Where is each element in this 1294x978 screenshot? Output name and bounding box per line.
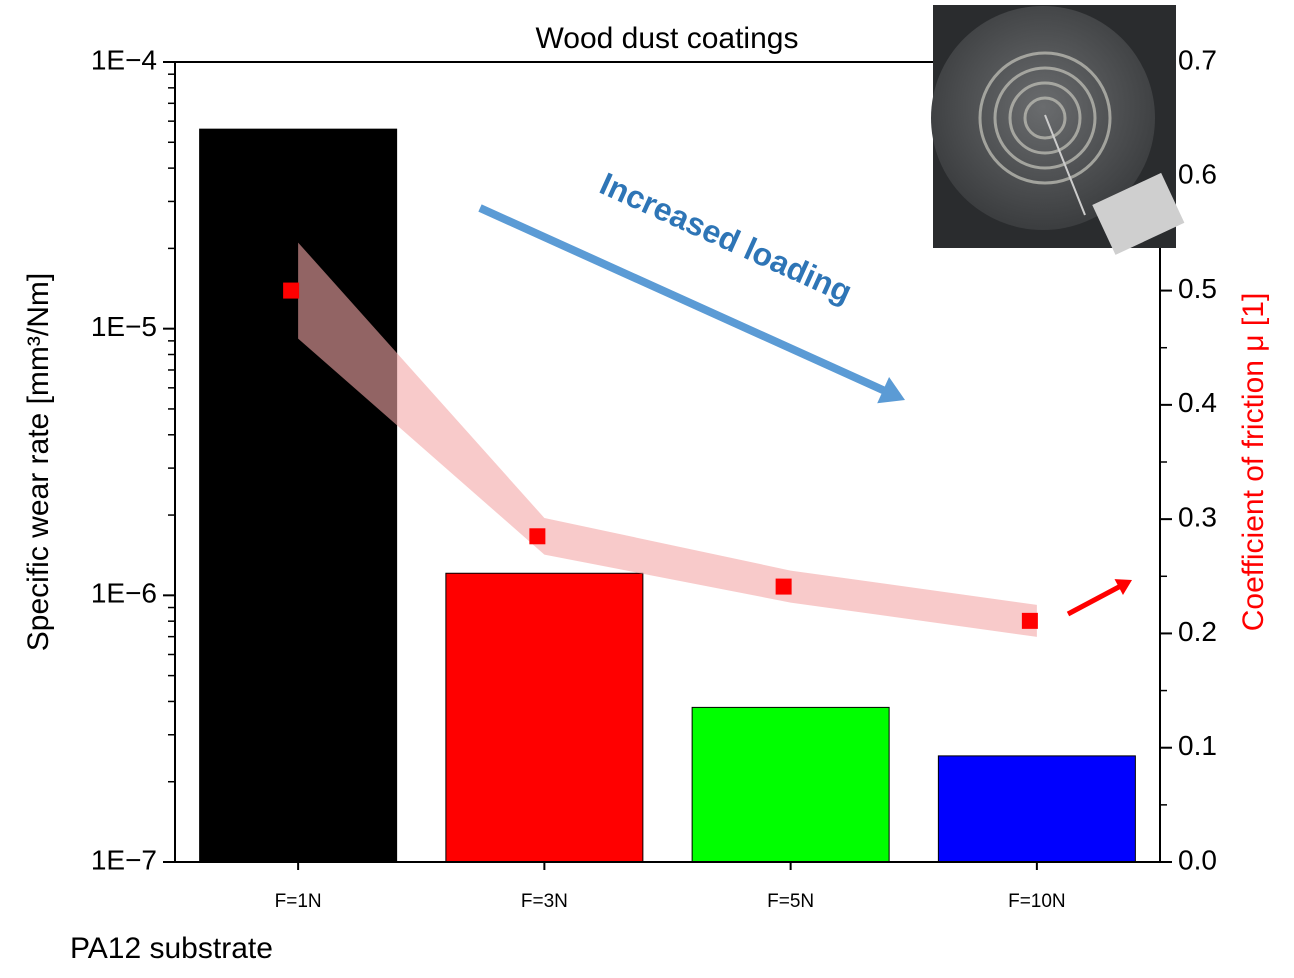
y2-tick-label: 0.0 bbox=[1178, 844, 1217, 875]
y-tick-label: 1E−6 bbox=[91, 578, 157, 609]
y2-tick-label: 0.3 bbox=[1178, 502, 1217, 533]
inset-photo bbox=[931, 5, 1185, 255]
axis-arrow-head bbox=[1114, 579, 1132, 595]
axis-arrow bbox=[1066, 583, 1123, 617]
y2-tick-label: 0.4 bbox=[1178, 387, 1217, 418]
bar bbox=[199, 128, 398, 863]
annotation: Increased loading bbox=[595, 165, 858, 310]
x-tick-label: F=5N bbox=[767, 891, 814, 912]
friction-point bbox=[775, 578, 792, 595]
y2-tick-label: 0.7 bbox=[1178, 44, 1217, 75]
y2-tick-label: 0.5 bbox=[1178, 273, 1217, 304]
friction-point bbox=[529, 528, 546, 545]
friction-point bbox=[1021, 612, 1038, 629]
loading-arrow-head bbox=[877, 376, 905, 404]
footnote: PA12 substrate bbox=[70, 932, 273, 965]
bar bbox=[937, 755, 1136, 863]
y2-axis-label: Coefficient of friction μ [1] bbox=[1237, 293, 1270, 632]
y2-tick-label: 0.6 bbox=[1178, 159, 1217, 190]
chart-title: Wood dust coatings bbox=[536, 22, 799, 55]
x-tick-label: F=10N bbox=[1008, 891, 1066, 912]
loading-arrow bbox=[478, 204, 890, 396]
y-tick-label: 1E−7 bbox=[91, 844, 157, 875]
friction-band bbox=[298, 242, 1037, 637]
friction-point bbox=[283, 282, 300, 299]
y-tick-label: 1E−5 bbox=[91, 311, 157, 342]
x-tick-label: F=3N bbox=[521, 891, 568, 912]
y-axis-label: Specific wear rate [mm³/Nm] bbox=[22, 273, 55, 651]
bar bbox=[691, 706, 890, 863]
bar bbox=[445, 572, 644, 863]
y2-tick-label: 0.2 bbox=[1178, 616, 1217, 647]
y-tick-label: 1E−4 bbox=[91, 44, 157, 75]
y2-tick-label: 0.1 bbox=[1178, 730, 1217, 761]
x-tick-label: F=1N bbox=[275, 891, 322, 912]
